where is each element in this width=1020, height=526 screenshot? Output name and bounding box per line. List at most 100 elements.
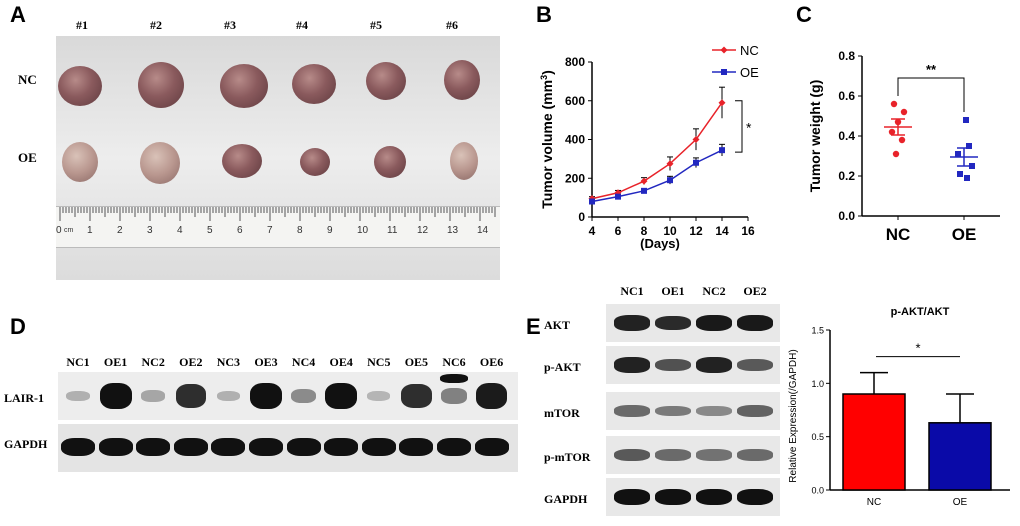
series-line-nc (591, 102, 723, 200)
band-lair1-oe6 (475, 383, 508, 409)
blot-e-row-p-mtor: p-mTOR (544, 450, 591, 464)
lane-label-oe1: OE1 (103, 355, 128, 369)
blot-e-lane-oe1: OE1 (661, 284, 685, 298)
significance-label: * (746, 119, 752, 135)
point-oe (589, 198, 595, 205)
point-nc (718, 99, 726, 107)
band-gapdh-oe2 (173, 438, 208, 456)
x-axis-label: (Days) (640, 236, 680, 251)
row-label-nc: NC (18, 72, 37, 87)
band-mtor-nc2 (696, 406, 732, 416)
lane-label-nc3: NC3 (216, 355, 241, 369)
y-tick-label: 200 (565, 171, 585, 185)
band-akt-nc2 (696, 315, 732, 331)
ruler-number-5: 5 (207, 225, 213, 236)
panel-label-b: B (536, 2, 552, 27)
tumor-oe-3 (222, 144, 262, 178)
tumor-nc-2 (138, 62, 184, 108)
x-tick-label-oe: OE (953, 497, 968, 508)
sample-label-1: #1 (76, 18, 88, 32)
band-gapdh-nc5 (361, 438, 396, 456)
band-akt-oe2 (737, 315, 773, 331)
band-lair1-nc4 (290, 388, 317, 404)
point-nc (888, 128, 896, 136)
lane-label-nc5: NC5 (367, 355, 391, 369)
significance-label: ** (926, 62, 937, 77)
ruler-number-12: 12 (417, 225, 429, 236)
sample-label-5: #5 (370, 18, 382, 32)
point-oe (963, 117, 969, 123)
panel-label-e: E (526, 314, 541, 339)
band-p-akt-nc2 (696, 357, 732, 373)
tumor-oe-5 (374, 146, 406, 178)
legend-label-nc: NC (740, 43, 759, 58)
tumor-oe-1 (62, 142, 98, 182)
x-tick-label: 14 (715, 224, 729, 238)
band-lair1-nc1 (66, 390, 90, 402)
band-gapdh-nc6 (437, 438, 471, 456)
lane-label-oe3: OE3 (254, 355, 278, 369)
blot-e-lane-nc1: NC1 (620, 284, 644, 298)
tumor-nc-1 (58, 66, 102, 106)
band-gapdh-nc2 (136, 438, 171, 456)
y-tick-label: 0.0 (838, 209, 855, 223)
y-tick-label: 1.5 (811, 326, 824, 336)
band-gapdh-oe3 (249, 438, 283, 456)
significance-bracket (735, 100, 743, 153)
y-tick-label: 1.0 (811, 379, 824, 389)
blot-e-lane-oe2: OE2 (743, 284, 767, 298)
band-gapdh-oe1 (655, 489, 691, 505)
blot-e-row-gapdh: GAPDH (544, 492, 588, 506)
band-lair1-oe2 (175, 384, 207, 408)
ruler-number-4: 4 (177, 225, 183, 236)
band-gapdh-oe1 (98, 438, 133, 456)
tumor-nc-6 (444, 60, 480, 100)
band-p-mtor-nc2 (696, 449, 732, 461)
legend-marker-oe (721, 69, 727, 75)
point-oe (955, 151, 961, 157)
panel-label-d: D (10, 314, 26, 339)
point-oe (957, 171, 963, 177)
y-axis-label: Tumor volume (mm3) (539, 70, 555, 209)
tumor-oe-6 (450, 142, 478, 180)
lane-label-nc1: NC1 (66, 355, 90, 369)
band-lair1-oe3 (250, 383, 282, 409)
point-oe (719, 147, 725, 154)
lane-label-nc6: NC6 (442, 355, 466, 369)
blot-e-row-mtor: mTOR (544, 406, 580, 420)
tumor-weight-chart: 0.0 0.2 0.4 0.6 0.8 Tumor weight (g) NC OE ** (807, 49, 1000, 244)
point-nc (666, 160, 674, 168)
band-gapdh-nc3 (211, 438, 246, 456)
band-lair1-nc3 (216, 390, 241, 402)
band-akt-nc1 (614, 315, 650, 331)
y-tick-label: 0.2 (838, 169, 855, 183)
point-oe (615, 193, 621, 200)
panel-label-c: C (796, 2, 812, 27)
sample-label-3: #3 (224, 18, 236, 32)
point-nc (890, 100, 898, 108)
band-lair1-oe5 (401, 384, 432, 408)
lane-label-nc4: NC4 (291, 355, 316, 369)
tumor-oe-2 (140, 142, 180, 184)
x-tick-label: 16 (741, 224, 755, 238)
point-nc (900, 108, 908, 116)
x-tick-label-oe: OE (952, 225, 977, 244)
band-p-mtor-oe2 (737, 449, 773, 461)
point-oe (667, 177, 673, 184)
blot-e-row-akt: AKT (544, 318, 571, 332)
y-axis-label: Tumor weight (g) (807, 80, 823, 193)
x-tick-label-nc: NC (867, 497, 881, 508)
tumor-oe-4 (300, 148, 330, 176)
band-lair1-nc5 (367, 390, 391, 402)
tumor-nc-5 (366, 62, 406, 100)
band-lair1-oe1 (99, 383, 132, 409)
band-mtor-oe1 (655, 405, 691, 417)
y-tick-label: 0.4 (838, 129, 855, 143)
chart-title: p-AKT/AKT (891, 306, 950, 318)
ruler: 0 cm 1 2 3 4 5 6 7 8 9 10 11 12 13 14 (56, 206, 500, 248)
point-oe (693, 159, 699, 166)
band-gapdh-oe4 (324, 438, 359, 456)
bar-oe (928, 422, 992, 491)
tumor-volume-chart: 0 200 400 600 800 4 6 8 10 12 14 16 (Days) Tumor volu… (539, 43, 759, 251)
band-lair1-nc6-upper (440, 374, 468, 383)
